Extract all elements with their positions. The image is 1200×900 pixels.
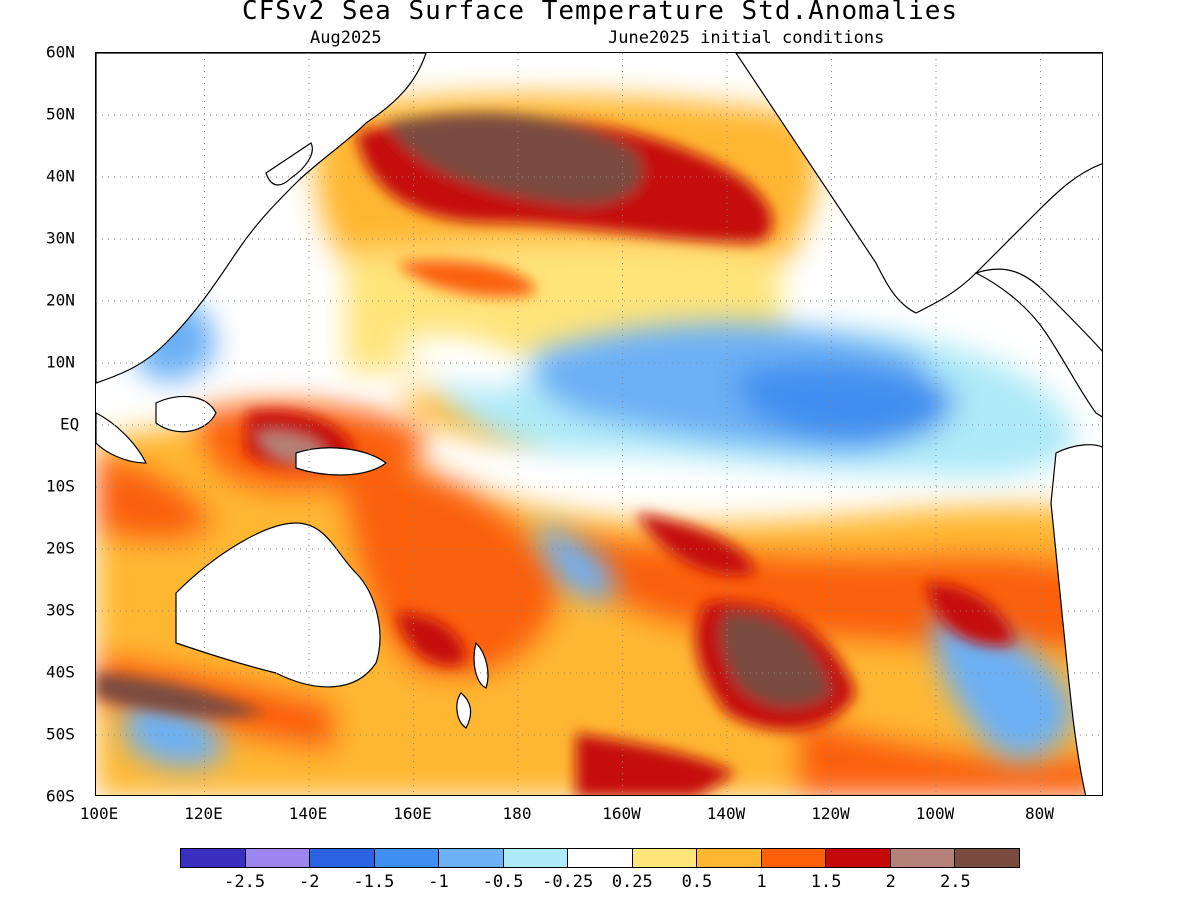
colorbar-label: 2 (885, 872, 896, 892)
lon-label: 140W (706, 804, 746, 823)
lat-label: 20S (46, 538, 75, 558)
lon-label: 100W (915, 804, 955, 823)
colorbar-label: 1.5 (810, 872, 842, 892)
lat-label: 40N (46, 166, 75, 186)
coastlines (96, 53, 1102, 795)
lon-label: 120W (811, 804, 850, 823)
colorbar-swatch (310, 849, 375, 867)
colorbar (180, 848, 1020, 868)
lat-label: 10S (46, 476, 75, 496)
lat-label: 50N (46, 104, 75, 124)
lat-label: 60N (46, 42, 75, 62)
lat-label: 20N (46, 290, 75, 310)
colorbar-swatch (632, 849, 698, 867)
colorbar-swatch (761, 849, 827, 867)
colorbar-label: 2.5 (940, 872, 971, 892)
colorbar-swatch (697, 849, 762, 867)
anomaly-field (96, 53, 1102, 795)
initial-conditions: June2025 initial conditions (608, 28, 885, 48)
lon-label: 160E (393, 804, 432, 823)
colorbar-label: -1 (428, 872, 449, 892)
lat-label: 50S (46, 724, 75, 744)
chart-title: CFSv2 Sea Surface Temperature Std.Anomal… (241, 0, 959, 26)
colorbar-label: 1 (756, 872, 767, 892)
colorbar-swatch (439, 849, 504, 867)
lat-label: 40S (46, 662, 75, 682)
lat-label: 30N (46, 228, 75, 248)
lon-label: 120E (184, 804, 223, 823)
lat-label: 10N (46, 352, 75, 372)
anomaly-map (95, 52, 1103, 796)
colorbar-swatch (374, 849, 440, 867)
lon-label: 100E (79, 804, 119, 823)
strong-warm-cores (96, 113, 1016, 795)
colorbar-label: -1.5 (353, 872, 395, 892)
forecast-month: Aug2025 (310, 28, 382, 48)
lon-label: 80W (1025, 804, 1054, 823)
colorbar-label: -2.5 (224, 872, 266, 892)
lon-label: 160W (602, 804, 641, 823)
colorbar-label: -0.5 (482, 872, 524, 892)
colorbar-swatch (568, 849, 633, 867)
colorbar-label: -0.25 (542, 872, 594, 892)
colorbar-swatch (826, 849, 891, 867)
lat-label: 30S (46, 600, 75, 620)
lat-label: 60S (46, 786, 75, 806)
colorbar-swatch (245, 849, 311, 867)
lon-label: 140E (288, 804, 328, 823)
lat-label: EQ (60, 414, 80, 434)
lon-label: 180 (502, 804, 532, 823)
colorbar-swatch (181, 849, 246, 867)
lat-lon-grid (96, 53, 1102, 795)
colorbar-label: 0.25 (611, 872, 653, 892)
colorbar-label: 0.5 (681, 872, 713, 892)
colorbar-swatch (503, 849, 569, 867)
colorbar-swatch (955, 849, 1019, 867)
colorbar-swatch (890, 849, 956, 867)
colorbar-label: -2 (298, 872, 320, 892)
